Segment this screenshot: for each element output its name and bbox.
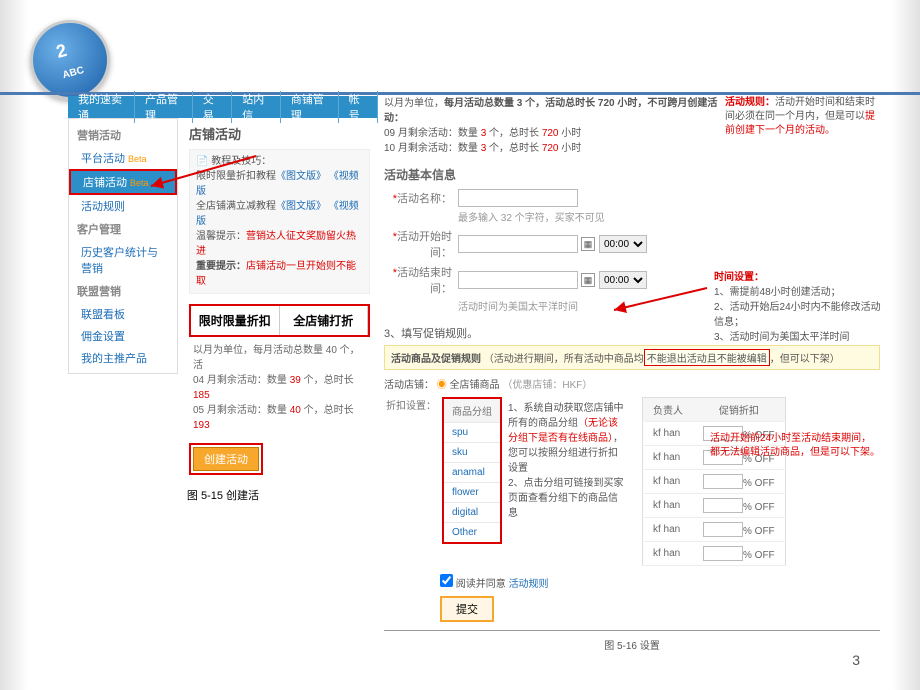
calendar-icon[interactable]: ▦ bbox=[581, 237, 595, 251]
sidebar-item-dash[interactable]: 联盟看板 bbox=[69, 303, 177, 325]
side-group: 联盟营销 bbox=[69, 279, 177, 303]
side-group: 营销活动 bbox=[69, 123, 177, 147]
section-basic-info: 活动基本信息 bbox=[384, 166, 880, 183]
note-box: 1、系统自动获取您店铺中所有的商品分组（无论该分组下是否有在线商品），您可以按照… bbox=[502, 397, 632, 525]
off-input[interactable] bbox=[703, 546, 743, 561]
nav-item[interactable]: 交易 bbox=[193, 91, 232, 123]
nav-item[interactable]: 商铺管理 bbox=[281, 91, 339, 123]
off-input[interactable] bbox=[703, 474, 743, 489]
page-number: 3 bbox=[852, 652, 860, 668]
calendar-icon[interactable]: ▦ bbox=[581, 273, 595, 287]
label-discount: 折扣设置： bbox=[384, 397, 436, 412]
agree-row: 阅读并同意 活动规则 bbox=[440, 574, 880, 590]
agree-checkbox[interactable] bbox=[440, 574, 453, 587]
sidebar-item-commission[interactable]: 佣金设置 bbox=[69, 325, 177, 347]
input-start-date[interactable] bbox=[458, 235, 578, 253]
nav-item[interactable]: 帐号 bbox=[339, 91, 378, 123]
figure-caption-right: 图 5-16 设置 bbox=[384, 637, 880, 652]
group-link[interactable]: Other bbox=[443, 523, 501, 544]
off-input[interactable] bbox=[703, 498, 743, 513]
figure-caption-left: 图 5-15 创建活 bbox=[68, 487, 378, 503]
rule-note-2: 活动开始前24小时至活动结束期间，都无法编辑活动商品，但是可以下架。 bbox=[710, 432, 880, 460]
top-nav: 我的速卖通 产品管理 交易 站内信 商铺管理 帐号 bbox=[68, 96, 378, 118]
rule-note-1: 活动规则：活动开始时间和结束时间必须在同一个月内，但是可以提前创建下一个月的活动… bbox=[725, 96, 880, 138]
input-end-date[interactable] bbox=[458, 271, 578, 289]
group-link[interactable]: spu bbox=[443, 423, 501, 443]
nav-item[interactable]: 产品管理 bbox=[135, 91, 193, 123]
group-link[interactable]: anamal bbox=[443, 463, 501, 483]
page-title: 店铺活动 bbox=[189, 124, 370, 143]
sidebar-item-rule[interactable]: 活动规则 bbox=[69, 195, 177, 217]
sidebar-item-customer[interactable]: 历史客户统计与营销 bbox=[69, 241, 177, 279]
submit-button[interactable]: 提交 bbox=[440, 596, 494, 622]
side-group: 客户管理 bbox=[69, 217, 177, 241]
group-link[interactable]: flower bbox=[443, 483, 501, 503]
nav-item[interactable]: 站内信 bbox=[232, 91, 281, 123]
yellow-strip: 活动商品及促销规则 （活动进行期间，所有活动中商品均不能退出活动且不能被编辑，但… bbox=[384, 345, 880, 370]
sidebar-item-promo[interactable]: 我的主推产品 bbox=[69, 347, 177, 369]
label-start: *活动开始时间： bbox=[384, 228, 452, 260]
create-button[interactable]: 创建活动 bbox=[193, 447, 259, 471]
name-hint: 最多输入 32 个字符，买家不可见 bbox=[458, 209, 880, 224]
tab-limited[interactable]: 限时限量折扣 bbox=[191, 306, 280, 335]
quota-text: 以月为单位，每月活动总数量 40 个，活 04 月剩余活动：数量 39 个，总时… bbox=[189, 337, 370, 439]
group-link[interactable]: digital bbox=[443, 503, 501, 523]
label-end: *活动结束时间： bbox=[384, 264, 452, 296]
label-name: *活动名称： bbox=[384, 190, 452, 206]
tabs: 限时限量折扣 全店铺打折 bbox=[189, 304, 370, 337]
arrow-icon bbox=[146, 152, 266, 192]
create-button-highlight: 创建活动 bbox=[189, 443, 263, 475]
off-input[interactable] bbox=[703, 522, 743, 537]
group-link[interactable]: sku bbox=[443, 443, 501, 463]
time-rule-note: 时间设置： 1、需提前48小时创建活动； 2、活动开始后24小时内不能修改活动信… bbox=[714, 270, 884, 345]
group-table: 商品分组 spu sku anamal flower digital Other bbox=[442, 397, 502, 544]
select-start-time[interactable]: 00:00 bbox=[599, 235, 647, 253]
corner-badge: 2ABC bbox=[30, 20, 110, 100]
agree-link[interactable]: 活动规则 bbox=[509, 579, 549, 590]
right-quota: 以月为单位，每月活动总数量 3 个，活动总时长 720 小时，不可跨月创建活动：… bbox=[384, 96, 725, 156]
tab-all[interactable]: 全店铺打折 bbox=[280, 306, 369, 335]
resp-table: 负责人促销折扣 kf han% OFF kf han% OFF kf han% … bbox=[642, 397, 786, 566]
arrow-icon bbox=[612, 284, 712, 314]
input-name[interactable] bbox=[458, 189, 578, 207]
nav-item[interactable]: 我的速卖通 bbox=[68, 91, 135, 123]
shop-row: 活动店铺： ◉ 全店铺商品 （优惠店铺：HKF） bbox=[384, 376, 880, 391]
